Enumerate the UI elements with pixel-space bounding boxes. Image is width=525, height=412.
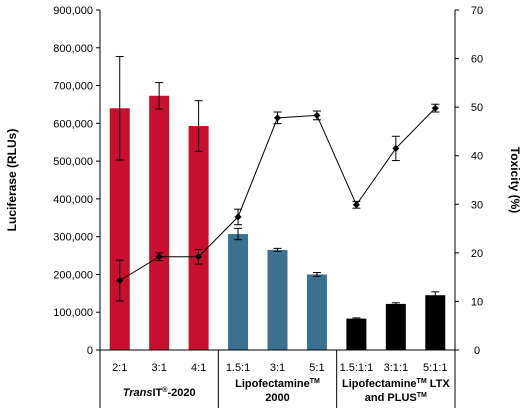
x-category-label: 3:1:1	[384, 362, 408, 374]
y2-tick-label: 50	[471, 102, 483, 114]
x-category-label: 4:1	[191, 362, 206, 374]
line-series	[115, 103, 440, 302]
group-label-transit: TransIT®-2020	[123, 386, 196, 399]
y2-tick-label: 70	[471, 5, 483, 17]
bar	[228, 234, 249, 350]
group-label-lipoltx-line2: and PLUSTM	[365, 392, 427, 404]
x-category-label: 3:1	[152, 362, 167, 374]
y-tick-label: 900,000	[53, 5, 93, 17]
y-tick-label: 400,000	[53, 194, 93, 206]
bar	[385, 303, 406, 350]
bar	[306, 274, 327, 350]
x-category-label: 5:1:1	[423, 362, 447, 374]
y2-axis-title: Toxicity (%)	[508, 147, 522, 213]
group-label-lipo2000-line2: 2000	[265, 392, 289, 404]
y-axis-title: Luciferase (RLUs)	[5, 129, 19, 232]
group-label-lipoltx: LipofectamineTM LTX	[342, 378, 450, 390]
line-point	[431, 104, 439, 112]
x-category-label: 1.5:1:1	[340, 362, 374, 374]
y-tick-label: 100,000	[53, 307, 93, 319]
y-tick-label: 200,000	[53, 269, 93, 281]
x-category-label: 1.5:1	[226, 362, 250, 374]
y-tick-label: 700,000	[53, 81, 93, 93]
line-point	[195, 253, 203, 261]
y2-tick-label: 40	[471, 151, 483, 163]
line-point	[273, 114, 282, 122]
labels: 0 100,000 200,000 300,000 400,000 500,000 600,…	[5, 5, 522, 404]
y-tick-label: 600,000	[53, 118, 93, 130]
line-point	[313, 111, 321, 119]
line-point	[234, 213, 242, 221]
bar	[109, 108, 130, 350]
y2-tick-label: 60	[471, 54, 483, 66]
y-tick-label: 0	[87, 345, 93, 357]
x-category-label: 2:1	[112, 362, 127, 374]
y2-tick-label: 10	[471, 296, 483, 308]
bar	[346, 318, 367, 350]
axes	[96, 9, 459, 408]
line-point	[116, 277, 124, 285]
y-tick-label: 800,000	[53, 43, 93, 55]
bar-series	[109, 55, 446, 350]
y2-tick-label: 0	[474, 345, 480, 357]
y-tick-label: 500,000	[53, 156, 93, 168]
y2-tick-label: 30	[471, 199, 483, 211]
line-point	[352, 201, 360, 209]
y-tick-label: 300,000	[53, 232, 93, 244]
y2-tick-label: 20	[471, 248, 483, 260]
bar	[149, 95, 170, 350]
bar	[188, 125, 209, 350]
bar	[425, 295, 446, 350]
line-point	[392, 144, 400, 152]
group-label-lipo2000: LipofectamineTM	[235, 378, 320, 390]
x-category-label: 5:1	[309, 362, 324, 374]
line-point	[155, 253, 163, 261]
bar	[267, 249, 288, 350]
x-category-label: 3:1	[270, 362, 285, 374]
